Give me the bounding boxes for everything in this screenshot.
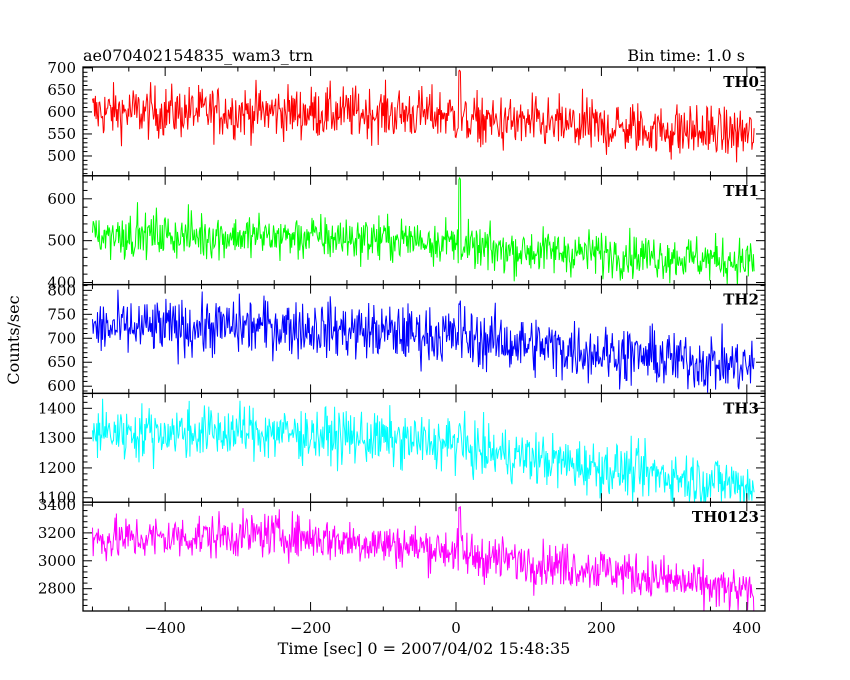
y-tick-label-th2: 750 xyxy=(47,305,76,323)
y-tick-label-th0: 600 xyxy=(47,103,76,121)
panel-label-th2: TH2 xyxy=(723,291,759,309)
y-tick-label-th0123: 3200 xyxy=(38,524,76,542)
series-line-th0123 xyxy=(92,506,755,612)
series-line-th2 xyxy=(92,289,755,393)
y-tick-label-th2: 650 xyxy=(47,353,76,371)
y-tick-label-th2: 700 xyxy=(47,329,76,347)
y-tick-label-th0: 550 xyxy=(47,125,76,143)
x-tick-label: 400 xyxy=(733,619,762,637)
y-tick-label-th3: 1200 xyxy=(38,459,76,477)
panel-th0123: 2800 3000 3200 3400 TH0123 xyxy=(38,496,766,612)
panel-label-th0: TH0 xyxy=(723,73,759,91)
panel-th2: 600 650 700 750 800 TH2 xyxy=(47,281,766,395)
y-tick-label-th0: 500 xyxy=(47,147,76,165)
y-tick-label-th0123: 3000 xyxy=(38,552,76,570)
panel-label-th3: TH3 xyxy=(723,399,759,417)
panels-group: 500 550 600 650 700 TH0 400 500 600 TH1 600 650 700 7… xyxy=(38,59,766,612)
y-tick-label-th0: 700 xyxy=(47,59,76,77)
y-tick-label-th0123: 2800 xyxy=(38,580,76,598)
series-line-th3 xyxy=(92,398,755,503)
y-tick-label-th3: 1300 xyxy=(38,429,76,447)
y-tick-label-th3: 1400 xyxy=(38,399,76,417)
panel-th1: 400 500 600 TH1 xyxy=(47,175,766,292)
x-tick-label: 200 xyxy=(587,619,616,637)
x-tick-label: 0 xyxy=(451,619,461,637)
y-tick-label-th2: 800 xyxy=(47,281,76,299)
y-tick-label-th1: 500 xyxy=(47,232,76,250)
x-tick-label: −200 xyxy=(290,619,331,637)
x-axis-label: Time [sec] 0 = 2007/04/02 15:48:35 xyxy=(278,639,571,658)
series-line-th1 xyxy=(92,176,755,285)
y-axis-label: Counts/sec xyxy=(4,295,23,384)
panel-label-th0123: TH0123 xyxy=(692,508,759,526)
y-tick-label-th1: 600 xyxy=(47,190,76,208)
chart-title: ae070402154835_wam3_trn xyxy=(83,46,313,65)
panel-th0: 500 550 600 650 700 TH0 xyxy=(47,59,766,177)
panel-th3: 1100 1200 1300 1400 TH3 xyxy=(38,392,766,507)
y-tick-label-th3: 1100 xyxy=(38,489,76,507)
y-tick-label-th0: 650 xyxy=(47,81,76,99)
y-tick-label-th0123: 3400 xyxy=(38,496,76,514)
y-tick-label-th2: 600 xyxy=(47,377,76,395)
panel-label-th1: TH1 xyxy=(723,182,759,200)
panel-frame-th0 xyxy=(82,66,766,177)
series-line-th0 xyxy=(92,69,755,163)
x-tick-label: −400 xyxy=(145,619,186,637)
panel-frame-th0123 xyxy=(82,501,766,612)
y-tick-label-th1: 400 xyxy=(47,274,76,292)
bin-time-label: Bin time: 1.0 s xyxy=(627,46,745,65)
x-axis: −400 −200 0 200 400 xyxy=(145,619,762,637)
